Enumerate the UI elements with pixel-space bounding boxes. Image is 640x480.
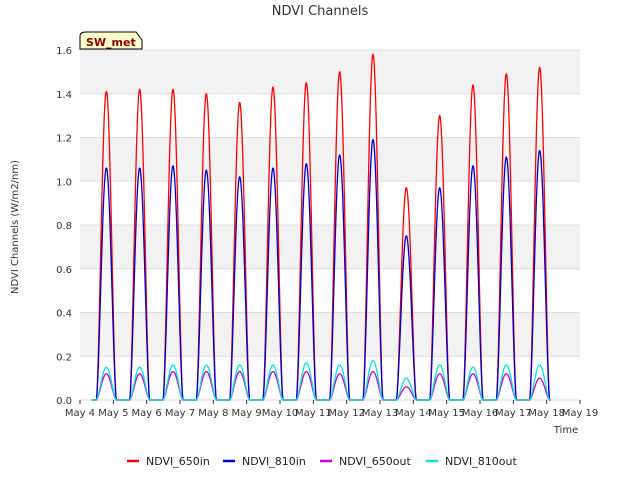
y-axis-ticks: 0.0 0.2 0.4 0.6 0.8 1.0 1.2 1.4 1.6: [56, 46, 72, 407]
legend-item-ndvi_810out: NDVI_810out: [426, 455, 517, 468]
y-tick-label: 0.0: [56, 396, 72, 407]
legend-item-ndvi_650in: NDVI_650in: [127, 455, 210, 468]
x-tick-label: May 6: [132, 408, 162, 419]
y-tick-label: 1.2: [56, 134, 72, 145]
x-axis-ticks: May 4 May 5 May 6 May 7 May 8 May 9 May 10May …: [65, 400, 598, 419]
x-tick-label: May 10: [262, 408, 299, 419]
y-tick-label: 0.6: [56, 265, 72, 276]
legend-label: NDVI_810out: [445, 455, 517, 468]
gridlines: [80, 49, 580, 401]
legend: NDVI_650in NDVI_810in NDVI_650out NDVI_810o…: [127, 455, 517, 468]
y-tick-label: 0.8: [56, 221, 72, 232]
x-tick-label: May 16: [462, 408, 499, 419]
y-tick-label: 1.0: [56, 177, 72, 188]
series-line-ndvi_810out: [91, 359, 551, 401]
x-tick-label: May 4: [65, 408, 95, 419]
x-tick-label: May 5: [98, 408, 128, 419]
background-band: [80, 225, 580, 269]
background-band: [80, 50, 580, 94]
series-lines: [91, 53, 551, 401]
legend-label: NDVI_650out: [339, 455, 411, 468]
y-tick-label: 0.4: [56, 309, 72, 320]
y-axis-title: NDVI Channels (W/m2/nm): [10, 160, 21, 294]
station-badge: SW_met: [79, 31, 143, 50]
x-tick-label: May 17: [495, 408, 532, 419]
background-band: [80, 312, 580, 357]
x-tick-label: May 18: [528, 408, 565, 419]
legend-label: NDVI_810in: [242, 455, 306, 468]
y-tick-label: 1.4: [56, 90, 72, 101]
background-band: [80, 137, 580, 182]
legend-label: NDVI_650in: [146, 455, 210, 468]
x-axis-title: Time: [553, 425, 578, 436]
station-badge-label: SW_met: [86, 36, 136, 49]
legend-item-ndvi_650out: NDVI_650out: [320, 455, 411, 468]
x-tick-label: May 8: [198, 408, 228, 419]
x-tick-label: May 7: [165, 408, 195, 419]
y-tick-label: 0.2: [56, 352, 72, 363]
x-tick-label: May 11: [295, 408, 332, 419]
x-tick-label: May 14: [395, 408, 432, 419]
x-tick-label: May 9: [232, 408, 262, 419]
x-tick-label: May 15: [428, 408, 465, 419]
legend-item-ndvi_810in: NDVI_810in: [223, 455, 306, 468]
x-tick-label: May 13: [362, 408, 399, 419]
y-tick-label: 1.6: [56, 46, 72, 57]
x-tick-label: May 12: [328, 408, 365, 419]
x-tick-label: May 19: [562, 408, 599, 419]
chart-title: NDVI Channels: [272, 4, 369, 19]
